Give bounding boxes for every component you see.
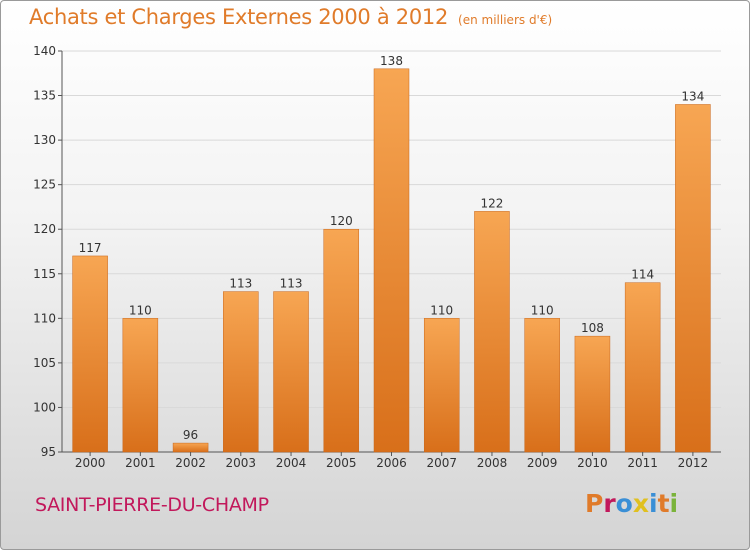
bar-value-label: 108 bbox=[581, 321, 604, 335]
bar-value-label: 113 bbox=[280, 277, 303, 291]
proxiti-logo[interactable]: Proxiti bbox=[585, 489, 678, 518]
logo-letter: o bbox=[615, 489, 633, 518]
logo-letter: i bbox=[649, 489, 658, 518]
bar bbox=[223, 291, 259, 453]
x-tick-label: 2010 bbox=[577, 456, 608, 470]
logo-letter: i bbox=[669, 489, 679, 518]
bar bbox=[373, 68, 410, 453]
y-tick-label: 135 bbox=[33, 89, 56, 103]
commune-name: SAINT-PIERRE-DU-CHAMP bbox=[35, 494, 269, 516]
y-tick-label: 105 bbox=[33, 356, 56, 370]
bar-value-label: 134 bbox=[681, 89, 704, 103]
x-tick-label: 2002 bbox=[175, 456, 206, 470]
y-tick-label: 110 bbox=[33, 311, 56, 325]
logo-letter: P bbox=[585, 489, 604, 518]
bar-value-label: 110 bbox=[129, 303, 152, 317]
x-tick-label: 2012 bbox=[678, 456, 709, 470]
bar bbox=[675, 104, 711, 453]
bar-value-label: 113 bbox=[229, 277, 252, 291]
bar-value-label: 110 bbox=[531, 303, 554, 317]
y-tick-label: 120 bbox=[33, 222, 56, 236]
bar-value-label: 110 bbox=[430, 303, 453, 317]
y-tick-label: 95 bbox=[41, 445, 56, 459]
title-block: Achats et Charges Externes 2000 à 2012 (e… bbox=[29, 5, 552, 29]
bar bbox=[122, 318, 159, 453]
x-tick-label: 2005 bbox=[326, 456, 357, 470]
bar-value-label: 96 bbox=[183, 428, 198, 442]
x-tick-label: 2011 bbox=[627, 456, 658, 470]
chart-subtitle: (en milliers d'€) bbox=[458, 13, 553, 27]
x-tick-label: 2001 bbox=[125, 456, 156, 470]
bar-value-label: 114 bbox=[631, 268, 654, 282]
bar bbox=[574, 335, 611, 453]
bar bbox=[72, 255, 108, 453]
bar-value-label: 117 bbox=[79, 241, 102, 255]
y-tick-label: 125 bbox=[33, 178, 56, 192]
logo-letter: t bbox=[657, 489, 670, 518]
x-tick-label: 2004 bbox=[276, 456, 307, 470]
chart-title: Achats et Charges Externes 2000 à 2012 bbox=[29, 5, 449, 29]
bar bbox=[273, 291, 309, 453]
logo-letter: r bbox=[603, 489, 616, 518]
logo-letter: x bbox=[632, 489, 649, 518]
bar bbox=[524, 318, 560, 453]
bar bbox=[172, 442, 209, 453]
bar bbox=[323, 228, 360, 453]
y-tick-label: 100 bbox=[33, 400, 56, 414]
x-tick-label: 2000 bbox=[75, 456, 106, 470]
bar bbox=[624, 282, 661, 453]
x-tick-label: 2008 bbox=[477, 456, 508, 470]
x-tick-label: 2009 bbox=[527, 456, 558, 470]
x-tick-label: 2003 bbox=[226, 456, 257, 470]
bar-value-label: 138 bbox=[380, 54, 403, 68]
y-tick-label: 115 bbox=[33, 267, 56, 281]
y-tick-label: 130 bbox=[33, 133, 56, 147]
x-tick-label: 2007 bbox=[426, 456, 457, 470]
bar-value-label: 122 bbox=[481, 196, 504, 210]
bar bbox=[423, 318, 460, 453]
y-tick-label: 140 bbox=[33, 44, 56, 58]
x-tick-label: 2006 bbox=[376, 456, 407, 470]
bar-value-label: 120 bbox=[330, 214, 353, 228]
bar bbox=[474, 211, 510, 453]
